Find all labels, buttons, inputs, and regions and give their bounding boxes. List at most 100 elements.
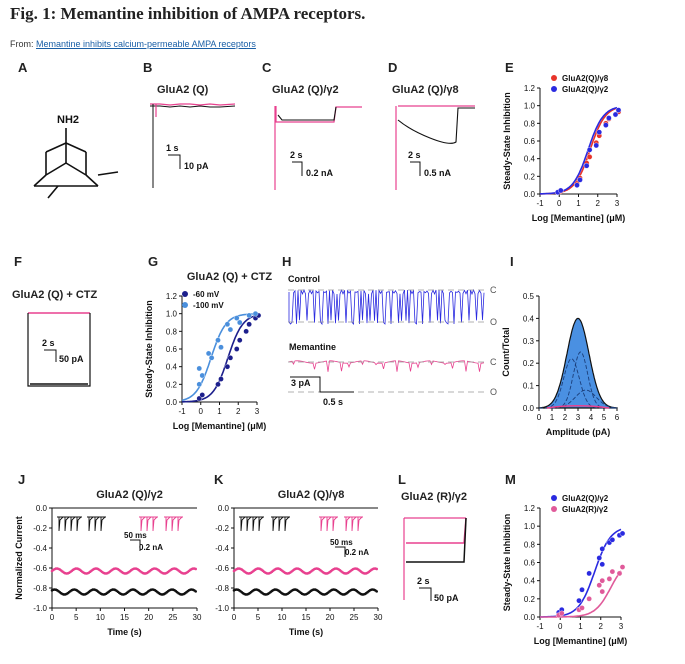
y-tick-label: 0.0 — [166, 398, 178, 407]
legend-label: -100 mV — [193, 301, 224, 310]
data-point — [574, 182, 580, 188]
legend-marker — [182, 302, 188, 308]
y-tick-label: -0.8 — [215, 584, 229, 593]
data-point — [609, 536, 616, 543]
panel-h-traces — [288, 288, 485, 372]
panel-d-title: GluA2 (Q)/γ8 — [392, 84, 459, 96]
data-point — [227, 355, 234, 361]
x-tick-label: 5 — [256, 613, 261, 622]
j-inset-scale-bar — [130, 539, 141, 551]
data-point — [205, 350, 212, 357]
y-tick-label: 1.2 — [524, 504, 536, 513]
y-tick-label: 0.6 — [524, 559, 536, 568]
panel-j-inset-time: 50 ms — [124, 531, 147, 540]
data-point — [593, 142, 600, 149]
x-tick-label: 1 — [578, 622, 583, 631]
k-pink-sweep — [320, 516, 326, 532]
x-axis-label: Time (s) — [107, 627, 141, 637]
j-pink-sweep — [140, 516, 146, 532]
data-point — [246, 312, 252, 319]
y-tick-label: -0.2 — [215, 524, 229, 533]
legend: GluA2(Q)/γ8 GluA2(Q)/γ2 — [551, 74, 609, 94]
k-pink-sweep — [326, 516, 332, 532]
panel-d-scale-bar — [410, 161, 421, 176]
x-tick-label: 1 — [576, 199, 581, 208]
data-point — [227, 326, 234, 333]
chart-title: GluA2 (Q)/γ2 — [96, 489, 163, 501]
panel-c-scale-amp: 0.2 nA — [306, 168, 334, 178]
source-prefix: From: — [10, 39, 36, 49]
panel-l-scale-time: 2 s — [417, 576, 430, 586]
x-tick-label: 15 — [120, 613, 129, 622]
y-tick-label: 0.5 — [523, 292, 535, 301]
x-tick-label: 2 — [596, 199, 601, 208]
x-tick-label: 10 — [96, 613, 105, 622]
data-point — [557, 187, 564, 194]
y-tick-label: -1.0 — [33, 604, 47, 613]
legend-label: GluA2(R)/γ2 — [562, 505, 608, 514]
x-tick-label: 20 — [144, 613, 153, 622]
legend-marker — [551, 86, 557, 92]
y-tick-label: 0.2 — [524, 595, 536, 604]
panel-letter-h: H — [282, 254, 291, 269]
panel-b-title: GluA2 (Q) — [157, 84, 209, 96]
x-axis-label: Time (s) — [289, 627, 323, 637]
panel-h-scale-amp: 3 pA — [291, 378, 311, 388]
data-point — [577, 177, 583, 183]
panel-j-inset-amp: 0.2 nA — [139, 543, 163, 552]
x-axis-label: Log [Memantine] (μM) — [173, 421, 267, 431]
panel-letter-e: E — [505, 60, 514, 75]
legend-marker — [182, 291, 188, 297]
x-tick-label: 3 — [619, 622, 624, 631]
chart-title: GluA2 (Q)/γ8 — [278, 489, 345, 501]
y-tick-label: 0.0 — [523, 404, 535, 413]
y-tick-label: 1.0 — [524, 522, 536, 531]
data-point — [224, 363, 231, 370]
data-point — [215, 381, 221, 388]
x-tick-label: 1 — [550, 413, 555, 422]
panel-letter-b: B — [143, 60, 152, 75]
data-point — [252, 310, 259, 317]
data-point — [243, 328, 249, 335]
panel-h-scale-bar — [290, 376, 354, 393]
data-point — [375, 567, 378, 571]
y-axis-label: Steady-State Inhibition — [502, 514, 512, 612]
x-tick-label: 5 — [602, 413, 607, 422]
x-tick-label: 10 — [278, 613, 287, 622]
legend-marker — [551, 75, 557, 81]
x-tick-label: 2 — [563, 413, 568, 422]
data-point — [375, 590, 378, 593]
panel-letter-f: F — [14, 254, 22, 269]
x-tick-label: 30 — [374, 613, 383, 622]
x-tick-label: -1 — [178, 407, 186, 416]
y-tick-label: 0.3 — [523, 337, 535, 346]
y-tick-label: 1.2 — [524, 84, 536, 93]
component-curve — [539, 358, 617, 409]
panel-h-c-top: C — [490, 285, 497, 295]
data-point — [233, 346, 240, 352]
j-black-sweep — [70, 516, 76, 532]
panel-d-scale-amp: 0.5 nA — [424, 168, 452, 178]
data-point — [606, 576, 613, 582]
j-black-sweep — [64, 516, 70, 532]
k-black-sweep — [284, 516, 290, 532]
x-tick-label: 25 — [350, 613, 359, 622]
data-point — [619, 530, 626, 537]
j-black-sweep — [76, 516, 82, 532]
jk-inset-traces — [57, 516, 363, 557]
panel-letter-i: I — [510, 254, 514, 269]
panel-h-c-bottom: C — [490, 357, 497, 367]
x-tick-label: 25 — [168, 613, 177, 622]
panel-letter-k: K — [214, 472, 224, 487]
y-tick-label: 0.6 — [524, 137, 536, 146]
panel-d-scale-time: 2 s — [408, 150, 421, 160]
x-tick-label: 2 — [236, 407, 241, 416]
data-point — [609, 568, 616, 575]
data-point — [199, 372, 206, 379]
y-tick-label: 0.0 — [218, 504, 230, 513]
source-link[interactable]: Memantine inhibits calcium-permeable AMP… — [36, 39, 256, 49]
y-tick-label: 0.2 — [166, 380, 178, 389]
panel-letter-m: M — [505, 472, 516, 487]
data-point — [599, 577, 606, 584]
panel-l-title: GluA2 (R)/γ2 — [401, 491, 467, 503]
